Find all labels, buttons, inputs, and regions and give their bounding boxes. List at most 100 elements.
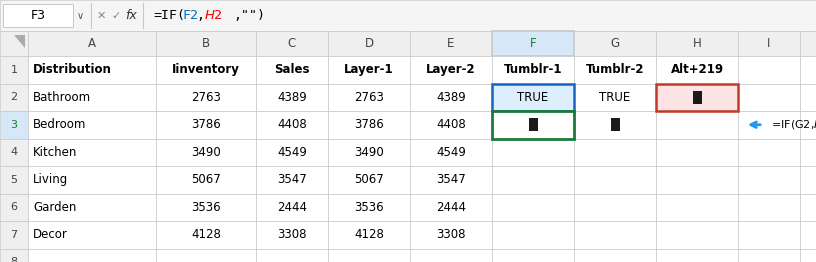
Bar (28, 139, 156, 166)
Text: Decor: Decor (33, 228, 68, 241)
Text: Layer-2: Layer-2 (426, 63, 476, 76)
Bar (656, 84, 738, 111)
Bar (800, 194, 816, 221)
Bar (0, 31, 28, 56)
Bar (693, 91, 702, 104)
Bar (574, 221, 656, 248)
Bar (492, 111, 574, 139)
Bar (156, 139, 256, 166)
Text: 3308: 3308 (277, 228, 307, 241)
Text: ∨: ∨ (77, 10, 84, 20)
Bar (410, 31, 492, 56)
Bar (256, 221, 328, 248)
Bar (800, 248, 816, 262)
Bar (738, 194, 800, 221)
Bar (800, 111, 816, 139)
Text: fx: fx (125, 9, 137, 22)
Bar (492, 221, 574, 248)
Bar (574, 248, 656, 262)
Text: 5: 5 (11, 175, 17, 185)
Bar (492, 248, 574, 262)
Bar (492, 166, 574, 194)
Bar (256, 31, 328, 56)
Bar (328, 139, 410, 166)
Text: Tumblr-1: Tumblr-1 (503, 63, 562, 76)
Text: 3547: 3547 (436, 173, 466, 186)
Text: Iinventory: Iinventory (172, 63, 240, 76)
Text: 1: 1 (11, 65, 17, 75)
Text: Layer-1: Layer-1 (344, 63, 394, 76)
Text: ✓: ✓ (111, 10, 121, 20)
Bar (800, 84, 816, 111)
Text: 8: 8 (11, 257, 18, 262)
Bar (800, 221, 816, 248)
Bar (738, 139, 800, 166)
Bar (410, 84, 492, 111)
Bar (574, 31, 656, 56)
Bar (574, 194, 656, 221)
Text: 3547: 3547 (277, 173, 307, 186)
Text: 2444: 2444 (436, 201, 466, 214)
Text: ,""): ,"") (233, 9, 265, 22)
Text: 2763: 2763 (191, 91, 221, 104)
Bar (156, 56, 256, 84)
Bar (410, 166, 492, 194)
Bar (156, 194, 256, 221)
Bar (328, 248, 410, 262)
Bar (156, 84, 256, 111)
Bar (0, 84, 28, 111)
Bar (610, 118, 619, 131)
Text: F3: F3 (30, 9, 46, 22)
Bar (256, 139, 328, 166)
Bar (328, 194, 410, 221)
Bar (492, 139, 574, 166)
Bar (28, 221, 156, 248)
Bar (0, 166, 28, 194)
Bar (800, 31, 816, 56)
Text: 4549: 4549 (436, 146, 466, 159)
Text: Bedroom: Bedroom (33, 118, 86, 131)
Text: Bathroom: Bathroom (33, 91, 91, 104)
Bar (574, 139, 656, 166)
Text: F: F (530, 37, 536, 50)
Bar (328, 84, 410, 111)
Bar (0, 248, 28, 262)
Bar (156, 31, 256, 56)
Text: 7: 7 (11, 230, 18, 240)
Bar (256, 194, 328, 221)
Bar (410, 248, 492, 262)
Bar (738, 166, 800, 194)
Text: 4128: 4128 (354, 228, 384, 241)
Text: Kitchen: Kitchen (33, 146, 78, 159)
Bar (410, 221, 492, 248)
Text: G: G (610, 37, 619, 50)
Text: 3786: 3786 (191, 118, 221, 131)
Text: 4128: 4128 (191, 228, 221, 241)
Bar (328, 111, 410, 139)
Text: 4408: 4408 (277, 118, 307, 131)
Bar (738, 111, 800, 139)
Bar (156, 221, 256, 248)
Bar (656, 166, 738, 194)
Text: I: I (767, 37, 770, 50)
Bar (738, 31, 800, 56)
Bar (0, 0, 816, 31)
Text: 2444: 2444 (277, 201, 307, 214)
Text: B: B (202, 37, 210, 50)
Text: E: E (447, 37, 455, 50)
Text: D: D (365, 37, 374, 50)
Bar (656, 221, 738, 248)
Bar (656, 111, 738, 139)
Bar (256, 111, 328, 139)
Bar (410, 194, 492, 221)
Bar (28, 194, 156, 221)
Bar (410, 111, 492, 139)
Bar (574, 111, 656, 139)
Text: 3786: 3786 (354, 118, 384, 131)
Bar (156, 111, 256, 139)
Bar (738, 56, 800, 84)
Bar (256, 56, 328, 84)
Bar (738, 84, 800, 111)
Text: 6: 6 (11, 202, 17, 212)
Text: Living: Living (33, 173, 69, 186)
